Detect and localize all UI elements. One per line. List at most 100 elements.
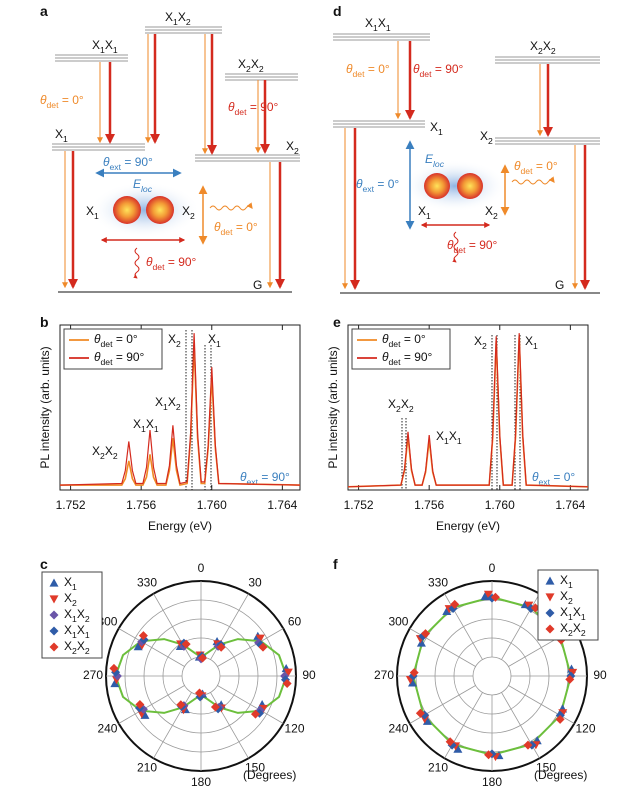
data-point <box>283 668 293 677</box>
text-run: 330 <box>428 576 448 590</box>
subscript: 1 <box>373 23 378 33</box>
legend-label: θdet = 0° <box>382 332 426 349</box>
angle-label: θext = 90° <box>103 155 153 172</box>
subscript: 2 <box>100 451 105 461</box>
dot <box>457 173 483 199</box>
grid-circle <box>472 656 512 696</box>
legend-label: X1 <box>560 573 573 590</box>
data-point <box>445 737 455 747</box>
data-point <box>484 750 494 760</box>
spectrum-line <box>347 333 589 488</box>
subscript: det <box>221 227 234 237</box>
subscript: 1 <box>63 134 68 144</box>
subscript: det <box>235 107 248 117</box>
ground-label: G <box>253 278 262 292</box>
angle-label: θext = 0° <box>532 470 575 487</box>
angle-tick-label: 120 <box>285 722 305 736</box>
data-point <box>565 674 575 684</box>
legend-label: θdet = 90° <box>382 350 433 367</box>
data-point <box>453 744 463 753</box>
legend-marker <box>49 610 59 620</box>
text-run: X <box>251 57 259 71</box>
x-tick-label: 1.760 <box>485 498 515 512</box>
plot-frame <box>347 324 589 491</box>
text-run: θ <box>514 159 521 173</box>
level-label: X1X1 <box>92 38 118 55</box>
text-run: X <box>64 591 72 605</box>
subscript: det <box>454 245 467 255</box>
text-run: θ <box>382 332 389 346</box>
subscript: 1 <box>85 630 90 640</box>
text-run: 1.764 <box>267 498 297 512</box>
text-run: 330 <box>137 576 157 590</box>
text-run: X <box>64 639 72 653</box>
legend-label: θdet = 0° <box>94 332 138 349</box>
subscript: 2 <box>85 614 90 624</box>
panel-letter: d <box>333 3 342 19</box>
subscript: ext <box>539 477 551 487</box>
level-label: X1X2 <box>165 10 191 27</box>
subscript: det <box>101 357 114 367</box>
text-run: 1.764 <box>555 498 585 512</box>
angle-tick-label: 240 <box>388 722 408 736</box>
data-point <box>409 668 419 678</box>
text-run: X <box>365 16 373 30</box>
grid-spoke <box>118 685 185 724</box>
x-tick-label: 1.764 <box>267 498 297 512</box>
text-run: X <box>560 621 568 635</box>
level-label: X2 <box>286 139 299 156</box>
subscript: 2 <box>113 451 118 461</box>
text-run: f <box>333 556 338 572</box>
text-run: X <box>573 605 581 619</box>
text-run: X <box>178 10 186 24</box>
subscript: 1 <box>444 436 449 446</box>
data-point <box>250 709 260 719</box>
subscript: 2 <box>176 339 181 349</box>
data-point <box>133 642 143 651</box>
data-point <box>109 663 119 673</box>
text-run: θ <box>94 332 101 346</box>
subscript: det <box>389 357 402 367</box>
angle-label: θdet = 0° <box>40 93 84 110</box>
text-run: 1.760 <box>485 498 515 512</box>
subscript: 2 <box>176 402 181 412</box>
subscript: 2 <box>396 404 401 414</box>
text-run: X <box>55 127 63 141</box>
text-run: 150 <box>536 761 556 775</box>
text-run: = 90° <box>247 100 279 114</box>
subscript: 1 <box>113 45 118 55</box>
data-point <box>216 642 226 652</box>
panel-letter: c <box>40 556 48 572</box>
subscript: 2 <box>294 146 299 156</box>
peak-label: X1 <box>208 332 221 349</box>
angle-tick-label: 30 <box>248 576 262 590</box>
text-run: X <box>155 395 163 409</box>
text-run: 120 <box>576 722 596 736</box>
text-run: 240 <box>97 722 117 736</box>
peak-label: X2X2 <box>388 397 414 414</box>
text-run: 210 <box>137 761 157 775</box>
angle-tick-label: 150 <box>245 761 265 775</box>
angle-tick-label: 210 <box>428 761 448 775</box>
text-run: 90 <box>593 668 607 682</box>
text-run: 180 <box>191 775 211 789</box>
subscript: 1 <box>173 17 178 27</box>
data-point <box>555 714 565 724</box>
text-run: a <box>40 3 48 19</box>
data-point <box>408 678 418 687</box>
text-run: E <box>425 152 434 166</box>
text-run: 90 <box>302 668 316 682</box>
subscript: det <box>521 166 534 176</box>
y-axis-title: PL intensity (arb. units) <box>38 346 52 468</box>
text-run: θ <box>40 93 47 107</box>
text-run: X <box>430 120 438 134</box>
data-point <box>490 592 500 602</box>
text-run: = 90° <box>466 238 498 252</box>
dot <box>424 173 450 199</box>
text-run: X <box>208 332 216 346</box>
dot <box>113 196 141 224</box>
peak-label: X2X2 <box>92 444 118 461</box>
peak-label: X1X2 <box>155 395 181 412</box>
angle-tick-label: 180 <box>482 775 502 789</box>
subscript: 2 <box>538 46 543 56</box>
